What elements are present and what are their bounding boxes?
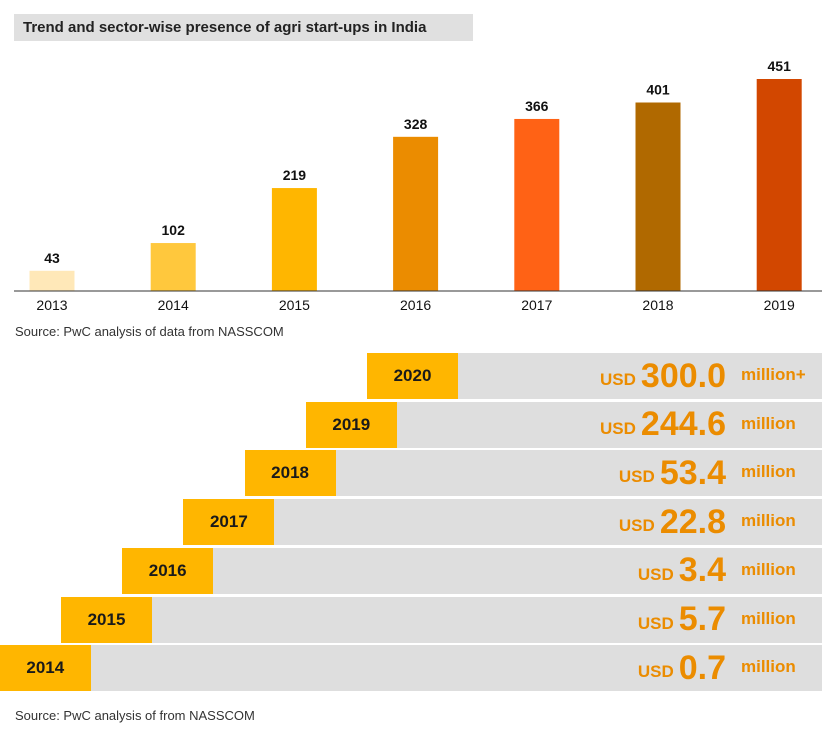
funding-bar-bg: [244, 450, 822, 497]
funding-row-2016: 2016 USD 3.4 million: [0, 547, 834, 594]
funding-currency: USD: [618, 516, 655, 536]
funding-currency: USD: [637, 564, 674, 584]
bar-value-label-2018: 401: [646, 82, 670, 98]
bar-value-label-2019: 451: [768, 58, 792, 74]
source-note-chart: Source: PwC analysis of data from NASSCO…: [15, 324, 284, 339]
funding-year-label: 2019: [305, 401, 397, 448]
funding-amount: USD 22.8: [619, 499, 726, 545]
funding-amount-value: 300.0: [640, 356, 726, 395]
funding-year-label: 2017: [183, 499, 275, 546]
funding-year-label: 2015: [61, 596, 152, 643]
funding-amount: USD 3.4: [638, 548, 726, 594]
funding-row-2018: 2018 USD 53.4 million: [0, 450, 834, 497]
funding-row-2020: 2020 USD 300.0 million+: [0, 353, 834, 399]
chart-title-bar: Trend and sector-wise presence of agri s…: [14, 14, 473, 41]
funding-currency: USD: [618, 467, 655, 487]
bar-value-label-2014: 102: [162, 222, 186, 238]
funding-amount-value: 3.4: [678, 551, 726, 590]
funding-unit: million: [741, 657, 796, 677]
funding-year-label: 2014: [0, 645, 91, 692]
funding-amount: USD 0.7: [638, 645, 726, 691]
funding-currency: USD: [600, 370, 636, 389]
funding-amount-value: 22.8: [659, 502, 726, 541]
x-tick-label-2013: 2013: [36, 297, 67, 313]
bar-2015: [271, 188, 317, 291]
chart-title: Trend and sector-wise presence of agri s…: [23, 19, 427, 36]
funding-unit: million: [741, 559, 796, 579]
funding-currency: USD: [600, 418, 636, 438]
funding-unit: million+: [741, 365, 806, 384]
bar-value-label-2017: 366: [525, 98, 549, 114]
funding-row-2019: 2019 USD 244.6 million: [0, 401, 834, 448]
bar-2018: [635, 102, 681, 291]
bar-value-label-2016: 328: [404, 116, 428, 132]
bar-2016: [393, 136, 439, 291]
x-tick-label-2019: 2019: [764, 297, 795, 313]
funding-amount-value: 5.7: [678, 600, 726, 638]
funding-row-2014: 2014 USD 0.7 million: [0, 645, 834, 692]
funding-year-label: 2016: [122, 547, 214, 594]
x-tick-label-2015: 2015: [279, 297, 310, 313]
funding-row-2015: 2015 USD 5.7 million: [0, 596, 834, 643]
funding-amount-value: 244.6: [640, 405, 726, 444]
funding-amount-value: 0.7: [678, 648, 726, 687]
funding-amount: USD 5.7: [638, 597, 726, 643]
funding-year-label: 2020: [367, 353, 458, 399]
funding-amount: USD 53.4: [619, 450, 726, 496]
funding-row-2017: 2017 USD 22.8 million: [0, 499, 834, 546]
funding-bar-bg: [183, 499, 822, 546]
bar-2017: [514, 118, 560, 291]
bar-2013: [29, 270, 75, 291]
funding-currency: USD: [637, 613, 674, 633]
bar-2014: [150, 243, 196, 291]
funding-unit: million: [741, 608, 796, 628]
startups-bar-chart: 43 2013 102 2014 219 2015 328 2016 366 2017 401 201…: [14, 58, 822, 313]
bar-value-label-2013: 43: [44, 250, 60, 266]
funding-unit: million: [741, 462, 796, 482]
funding-currency: USD: [637, 662, 674, 682]
funding-amount-value: 53.4: [659, 453, 726, 492]
x-tick-label-2016: 2016: [400, 297, 431, 313]
funding-year-label: 2018: [244, 450, 336, 497]
x-tick-label-2018: 2018: [642, 297, 673, 313]
bar-2019: [756, 79, 802, 291]
x-tick-label-2017: 2017: [521, 297, 552, 313]
funding-amount: USD 300.0: [600, 353, 726, 399]
bar-value-label-2015: 219: [283, 167, 307, 183]
funding-unit: million: [741, 511, 796, 531]
funding-bar-bg: [61, 596, 822, 643]
funding-bar-bg: [0, 645, 822, 692]
source-note-funding: Source: PwC analysis of from NASSCOM: [15, 708, 255, 723]
funding-bar-bg: [122, 547, 822, 594]
x-tick-label-2014: 2014: [158, 297, 189, 313]
funding-unit: million: [741, 413, 796, 433]
funding-amount: USD 244.6: [600, 402, 726, 448]
